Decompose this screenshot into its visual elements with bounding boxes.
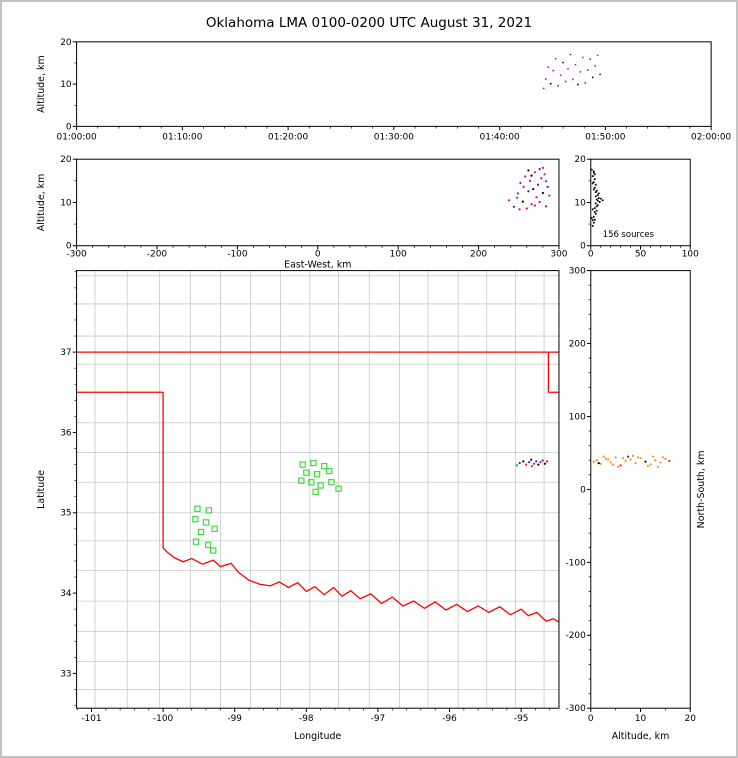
svg-text:-96: -96 xyxy=(442,714,457,724)
lma-station-markers xyxy=(192,459,342,554)
svg-text:0: 0 xyxy=(66,242,72,252)
svg-text:36: 36 xyxy=(60,428,72,438)
svg-text:37: 37 xyxy=(60,348,71,358)
svg-text:10: 10 xyxy=(574,198,586,208)
svg-text:02:00:00: 02:00:00 xyxy=(691,132,731,142)
source-points xyxy=(542,53,601,90)
y-axis-label: North-South, km xyxy=(696,450,707,528)
svg-text:01:00:00: 01:00:00 xyxy=(57,132,97,142)
svg-text:20: 20 xyxy=(60,38,72,48)
svg-text:0: 0 xyxy=(66,122,72,132)
svg-text:01:10:00: 01:10:00 xyxy=(162,132,202,142)
svg-text:100: 100 xyxy=(390,250,407,260)
svg-text:-99: -99 xyxy=(227,714,242,724)
svg-text:0: 0 xyxy=(580,485,586,495)
svg-text:-95: -95 xyxy=(514,714,529,724)
x-axis: 0 10 20 xyxy=(588,708,696,724)
panel-altitude-histogram: 0 50 100 0 10 20 156 sources xyxy=(574,155,699,259)
svg-text:50: 50 xyxy=(635,250,647,260)
x-axis: 01:00:00 01:10:00 01:20:00 01:30:00 01:40:00… xyxy=(57,126,732,142)
plot-frame xyxy=(76,41,712,127)
svg-text:-97: -97 xyxy=(371,714,386,724)
source-points xyxy=(515,458,549,468)
y-axis-label: Latitude xyxy=(36,470,47,509)
svg-text:10: 10 xyxy=(60,198,72,208)
x-axis-label: Longitude xyxy=(294,731,341,742)
x-axis: -300 -200 -100 0 100 200 300 xyxy=(66,245,568,260)
plot-frame xyxy=(76,270,560,709)
svg-text:0: 0 xyxy=(315,250,321,260)
x-axis-label: East-West, km xyxy=(284,260,351,271)
plot-frame xyxy=(590,270,691,709)
svg-text:100: 100 xyxy=(569,412,586,422)
y-axis: -300 -200 -100 0 100 200 300 xyxy=(566,267,591,714)
y-axis-label: Altitude, km xyxy=(36,174,47,232)
svg-text:-100: -100 xyxy=(227,250,248,260)
svg-text:-100: -100 xyxy=(566,558,587,568)
svg-text:01:50:00: 01:50:00 xyxy=(585,132,625,142)
plot-frame xyxy=(76,158,560,247)
y-axis: 0 10 20 xyxy=(60,155,77,252)
svg-text:20: 20 xyxy=(685,714,697,724)
svg-text:-98: -98 xyxy=(299,714,314,724)
y-axis: 33 34 35 36 37 xyxy=(60,271,77,706)
y-axis-label: Altitude, km xyxy=(36,55,47,113)
svg-text:-200: -200 xyxy=(566,631,587,641)
svg-text:-300: -300 xyxy=(566,704,587,714)
svg-text:200: 200 xyxy=(569,340,586,350)
svg-text:-100: -100 xyxy=(153,714,174,724)
svg-text:10: 10 xyxy=(60,80,72,90)
svg-text:300: 300 xyxy=(569,267,586,277)
svg-text:33: 33 xyxy=(60,669,71,679)
svg-text:20: 20 xyxy=(60,155,72,165)
svg-text:200: 200 xyxy=(470,250,487,260)
panel-east-west-altitude: -300 -200 -100 0 100 200 300 0 10 20 East-West, km… xyxy=(36,155,568,270)
x-axis: 0 50 100 xyxy=(588,245,699,260)
svg-text:-101: -101 xyxy=(81,714,101,724)
svg-text:-200: -200 xyxy=(147,250,168,260)
annotation-source-count: 156 sources xyxy=(603,229,654,239)
x-axis: -101 -100 -99 -98 -97 -96 -95 xyxy=(76,708,551,724)
source-points xyxy=(590,168,604,227)
county-boundary-lines xyxy=(76,270,559,709)
svg-text:10: 10 xyxy=(635,714,647,724)
panel-time-altitude: 01:00:00 01:10:00 01:20:00 01:30:00 01:40:00… xyxy=(36,38,732,142)
svg-text:0: 0 xyxy=(588,250,594,260)
x-axis-label: Altitude, km xyxy=(612,731,670,742)
svg-text:01:30:00: 01:30:00 xyxy=(374,132,414,142)
figure-title: Oklahoma LMA 0100-0200 UTC August 31, 20… xyxy=(205,15,533,31)
svg-text:34: 34 xyxy=(60,589,72,599)
state-border-lines xyxy=(76,351,559,623)
panel-plan-view-map: -101 -100 -99 -98 -97 -96 -95 33 34 35 36 37 Longitu… xyxy=(36,270,560,742)
svg-text:0: 0 xyxy=(588,714,594,724)
svg-text:-300: -300 xyxy=(66,250,87,260)
svg-text:0: 0 xyxy=(580,242,586,252)
panel-north-south-altitude: 0 10 20 -300 -200 -100 0 100 200 300 Altitude, km N… xyxy=(566,267,708,742)
source-points xyxy=(592,454,671,468)
svg-text:01:20:00: 01:20:00 xyxy=(268,132,308,142)
svg-text:01:40:00: 01:40:00 xyxy=(480,132,520,142)
y-axis: 0 10 20 xyxy=(60,38,77,132)
y-axis: 0 10 20 xyxy=(574,155,591,252)
svg-text:20: 20 xyxy=(574,155,586,165)
source-points xyxy=(508,166,551,211)
svg-text:100: 100 xyxy=(682,250,699,260)
svg-text:35: 35 xyxy=(60,509,71,519)
svg-text:300: 300 xyxy=(550,250,567,260)
